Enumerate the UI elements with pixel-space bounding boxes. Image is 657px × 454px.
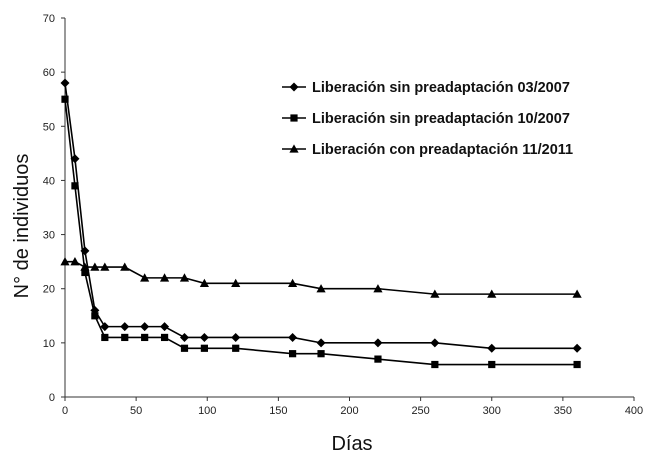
y-tick-label: 10	[43, 338, 55, 350]
data-point	[199, 332, 209, 342]
series-3	[60, 257, 582, 298]
legend: Liberación sin preadaptación 03/2007 Libe…	[282, 80, 573, 158]
data-point	[288, 332, 298, 342]
data-point	[70, 257, 80, 266]
data-point	[159, 273, 170, 282]
legend-label: Liberación sin preadaptación 10/2007	[312, 111, 570, 127]
data-point	[141, 333, 149, 342]
series-2	[61, 95, 581, 369]
data-point	[160, 333, 169, 342]
y-tick-label: 70	[43, 13, 55, 25]
legend-marker	[289, 144, 299, 153]
data-point	[573, 360, 581, 369]
y-tick-label: 30	[43, 230, 55, 242]
data-point	[289, 350, 297, 358]
legend-label: Liberación con preadaptación 11/2011	[312, 142, 573, 158]
y-axis-ticks: 0 10 20 30 40 50 60 70	[43, 13, 65, 404]
data-point	[179, 332, 189, 342]
legend-marker	[289, 82, 299, 92]
legend-marker	[290, 114, 298, 122]
x-tick-label: 200	[340, 405, 358, 417]
y-tick-label: 0	[49, 392, 55, 404]
data-point	[60, 257, 70, 266]
data-point	[317, 350, 325, 358]
data-point	[288, 278, 298, 287]
y-tick-label: 50	[43, 121, 55, 133]
x-tick-label: 100	[198, 405, 216, 417]
data-point	[61, 95, 69, 103]
data-point	[160, 322, 170, 332]
data-point	[60, 78, 70, 88]
legend-label: Liberación sin preadaptación 03/2007	[312, 80, 570, 96]
x-axis-ticks: 0 50 100 150 200 250 300 350 400	[62, 397, 643, 417]
x-tick-label: 400	[625, 405, 643, 417]
data-point	[373, 284, 383, 293]
data-point	[430, 289, 440, 298]
legend-item-2: Liberación sin preadaptación 10/2007	[282, 111, 570, 127]
data-point	[316, 338, 326, 348]
data-point	[231, 332, 241, 342]
data-point	[91, 312, 99, 320]
data-point	[180, 344, 189, 352]
y-tick-label: 40	[43, 175, 55, 187]
y-tick-label: 60	[43, 67, 55, 79]
data-point	[316, 284, 326, 293]
data-point	[199, 278, 210, 287]
data-point	[120, 322, 130, 332]
data-point	[431, 360, 439, 369]
data-point	[81, 268, 89, 277]
data-point	[80, 262, 90, 271]
data-point	[100, 322, 110, 332]
data-point	[121, 333, 129, 342]
data-point	[232, 344, 240, 352]
data-point	[90, 262, 100, 271]
y-tick-label: 20	[43, 284, 55, 296]
series-group	[60, 78, 582, 369]
legend-item-1: Liberación sin preadaptación 03/2007	[282, 80, 570, 96]
data-point	[140, 322, 150, 332]
data-point	[572, 289, 582, 298]
data-point	[71, 182, 79, 190]
x-axis-title: Días	[331, 433, 372, 454]
x-tick-label: 250	[411, 405, 429, 417]
x-tick-label: 150	[269, 405, 287, 417]
x-tick-label: 350	[554, 405, 572, 417]
y-axis-title: N° de individuos	[11, 154, 33, 299]
data-point	[231, 278, 241, 287]
data-point	[100, 262, 110, 271]
axes	[64, 18, 634, 398]
data-point	[373, 338, 383, 348]
data-point	[488, 360, 496, 369]
data-point	[374, 355, 382, 363]
data-point	[200, 344, 209, 352]
series-line	[64, 99, 578, 366]
data-point	[572, 343, 582, 353]
data-point	[487, 343, 497, 353]
data-point	[430, 338, 440, 348]
data-point	[120, 262, 130, 271]
x-tick-label: 300	[483, 405, 501, 417]
x-tick-label: 50	[130, 405, 142, 417]
data-point	[179, 273, 190, 282]
legend-item-3: Liberación con preadaptación 11/2011	[282, 142, 573, 158]
data-point	[101, 333, 109, 342]
data-point	[487, 289, 497, 298]
data-point	[140, 273, 150, 282]
x-tick-label: 0	[62, 405, 68, 417]
